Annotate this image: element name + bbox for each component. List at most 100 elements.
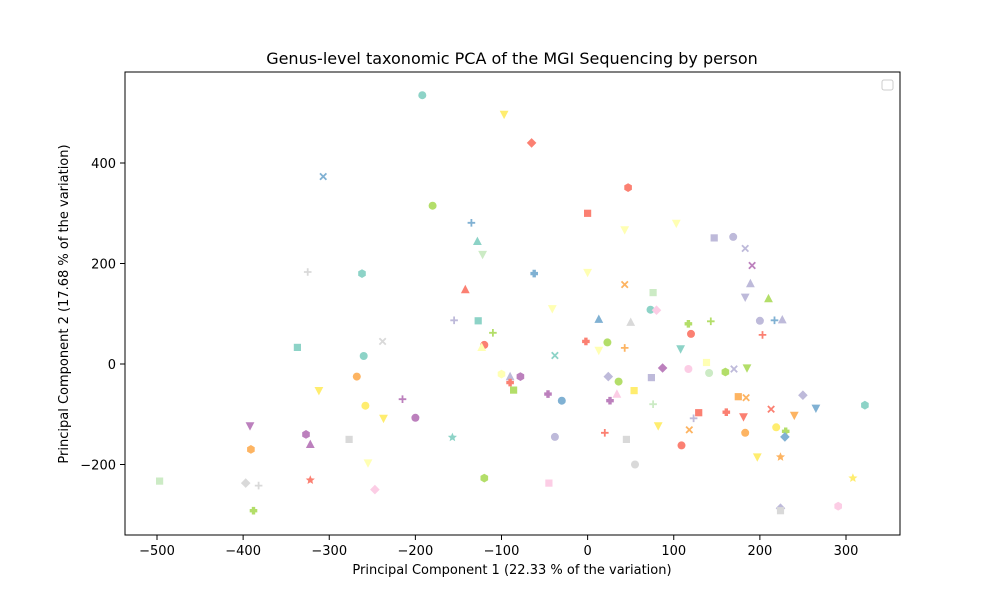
scatter-point xyxy=(506,378,514,387)
scatter-point xyxy=(370,484,380,495)
scatter-marker-square xyxy=(630,387,638,395)
scatter-marker-tri-down xyxy=(676,345,685,354)
scatter-point xyxy=(630,387,638,395)
scatter-point xyxy=(739,413,748,422)
x-tick-label: 100 xyxy=(661,544,686,559)
scatter-point xyxy=(676,345,685,354)
scatter-marker-cross xyxy=(530,269,539,278)
scatter-marker-star xyxy=(305,475,315,484)
scatter-marker-diamond xyxy=(370,484,380,495)
scatter-marker-x xyxy=(620,280,629,289)
scatter-point xyxy=(772,423,781,432)
scatter-marker-tri-down xyxy=(379,414,388,424)
scatter-marker-circle xyxy=(631,460,639,469)
scatter-point xyxy=(649,289,657,297)
scatter-marker-circle xyxy=(418,91,427,100)
scatter-point xyxy=(594,346,604,356)
scatter-marker-x xyxy=(319,172,328,181)
scatter-marker-circle xyxy=(705,369,714,377)
scatter-point xyxy=(530,269,539,278)
scatter-point xyxy=(612,389,622,398)
scatter-marker-square xyxy=(345,435,353,443)
scatter-point xyxy=(474,317,482,325)
scatter-point xyxy=(516,372,525,381)
scatter-point xyxy=(689,414,698,423)
scatter-point xyxy=(620,226,630,235)
scatter-marker-circle xyxy=(557,396,566,405)
scatter-point xyxy=(776,507,785,515)
scatter-point xyxy=(557,396,566,405)
scatter-point xyxy=(480,473,489,483)
scatter-point xyxy=(411,413,420,422)
scatter-point xyxy=(302,430,310,439)
scatter-marker-hexagon xyxy=(624,183,632,192)
x-tick-label: 300 xyxy=(834,544,859,559)
scatter-marker-tri-down xyxy=(363,459,373,468)
scatter-point xyxy=(594,314,604,323)
scatter-point xyxy=(509,386,518,394)
scatter-point xyxy=(247,445,255,454)
scatter-marker-circle xyxy=(741,428,750,437)
scatter-marker-triangle xyxy=(477,342,487,351)
scatter-point xyxy=(505,371,515,381)
scatter-marker-plus xyxy=(467,219,476,227)
scatter-point xyxy=(789,411,799,421)
scatter-point xyxy=(293,343,301,351)
scatter-point xyxy=(684,319,693,328)
scatter-marker-triangle xyxy=(746,278,755,288)
scatter-marker-square xyxy=(293,343,301,351)
scatter-marker-triangle xyxy=(594,314,604,323)
scatter-marker-hexagon xyxy=(358,269,366,278)
scatter-marker-plus xyxy=(770,316,779,325)
scatter-marker-x xyxy=(767,405,775,414)
scatter-marker-circle xyxy=(646,305,655,314)
scatter-marker-tri-down xyxy=(620,226,630,235)
scatter-marker-plus xyxy=(689,414,698,423)
scatter-point xyxy=(764,293,773,303)
scatter-marker-x xyxy=(742,393,750,402)
scatter-marker-plus xyxy=(398,395,407,404)
scatter-marker-circle xyxy=(550,432,559,441)
scatter-marker-tri-down xyxy=(245,422,255,431)
scatter-point xyxy=(710,234,718,242)
scatter-point xyxy=(746,278,755,288)
scatter-point xyxy=(671,219,681,229)
scatter-point xyxy=(752,453,762,462)
scatter-point xyxy=(631,460,639,469)
chart-title: Genus-level taxonomic PCA of the MGI Seq… xyxy=(266,49,758,68)
scatter-marker-cross xyxy=(722,408,731,417)
scatter-point xyxy=(345,435,353,443)
scatter-point xyxy=(303,268,312,276)
scatter-point xyxy=(649,400,657,409)
scatter-point xyxy=(684,365,693,373)
scatter-point xyxy=(729,232,738,241)
y-tick-label: −200 xyxy=(80,459,116,474)
scatter-marker-tri-down xyxy=(594,346,604,356)
scatter-marker-tri-down xyxy=(740,293,750,302)
scatter-point xyxy=(705,369,714,377)
scatter-marker-diamond xyxy=(603,371,614,382)
scatter-marker-tri-down xyxy=(752,453,762,462)
scatter-marker-plus xyxy=(706,317,715,326)
scatter-point xyxy=(647,374,655,382)
scatter-point xyxy=(545,479,553,487)
scatter-point xyxy=(620,344,629,352)
scatter-marker-square xyxy=(776,507,785,515)
scatter-point xyxy=(477,342,487,351)
scatter-point xyxy=(758,331,767,339)
scatter-marker-triangle xyxy=(473,236,482,245)
scatter-marker-hexagon xyxy=(861,400,869,410)
scatter-point xyxy=(428,201,437,210)
scatter-marker-x xyxy=(685,425,694,434)
y-tick-label: 400 xyxy=(91,157,116,172)
scatter-point xyxy=(363,459,373,468)
scatter-point xyxy=(460,284,470,294)
scatter-point xyxy=(418,91,427,100)
scatter-point xyxy=(603,371,614,382)
scatter-marker-square xyxy=(710,234,718,242)
x-axis-ticks: −500 −400 −300 −200 −100 0 100 200 300 xyxy=(139,535,858,559)
scatter-point xyxy=(848,473,858,482)
scatter-point xyxy=(687,329,695,338)
